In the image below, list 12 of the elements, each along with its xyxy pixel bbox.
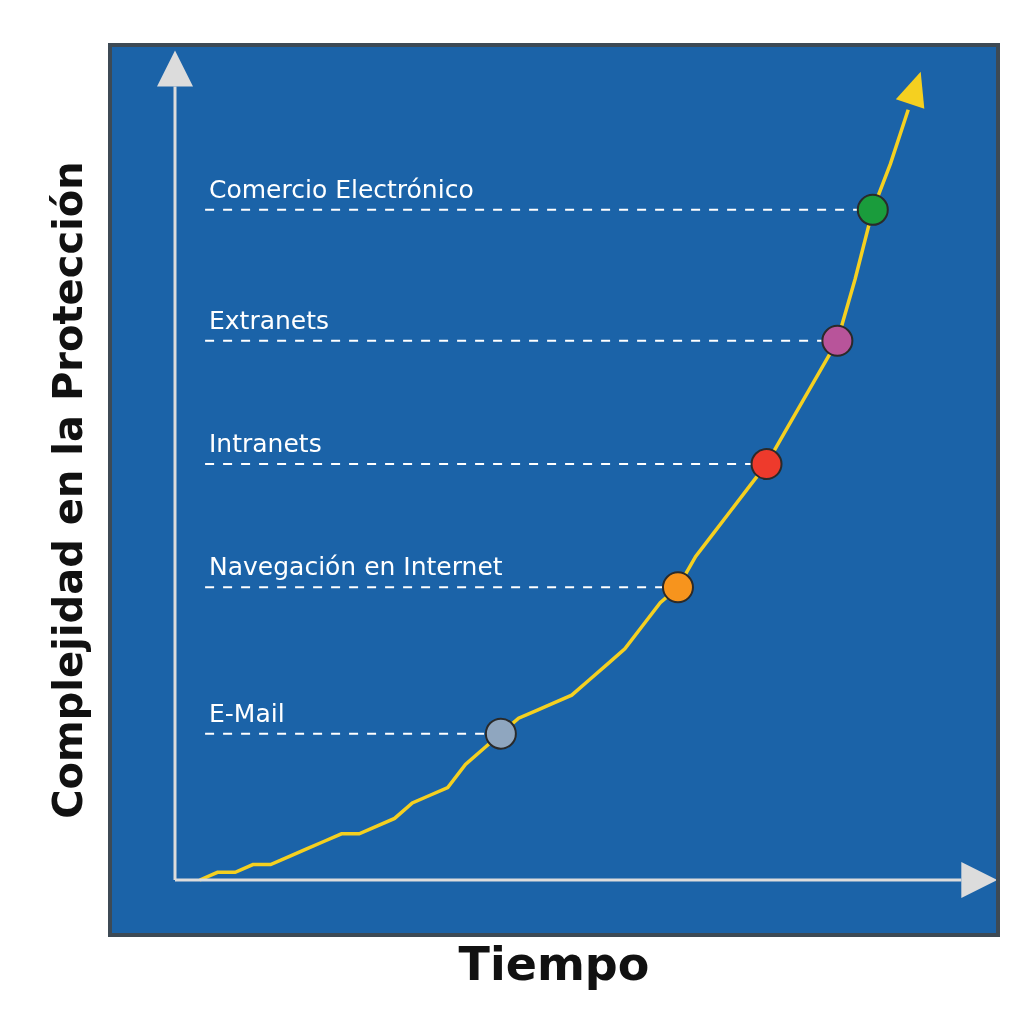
ref-line-label: Navegación en Internet bbox=[209, 552, 503, 581]
point bbox=[484, 717, 517, 750]
ref-line-label: Extranets bbox=[209, 306, 330, 335]
point bbox=[856, 193, 889, 226]
ref-line-label: Intranets bbox=[209, 429, 322, 458]
y-axis-title: Complejidad en la Protección bbox=[44, 161, 91, 819]
ref-line-label: E-Mail bbox=[209, 699, 285, 728]
point bbox=[821, 324, 854, 357]
point bbox=[750, 448, 783, 481]
ref-line-label: Comercio Electrónico bbox=[209, 175, 474, 204]
point bbox=[661, 571, 694, 604]
x-axis-title: Tiempo bbox=[458, 936, 650, 991]
